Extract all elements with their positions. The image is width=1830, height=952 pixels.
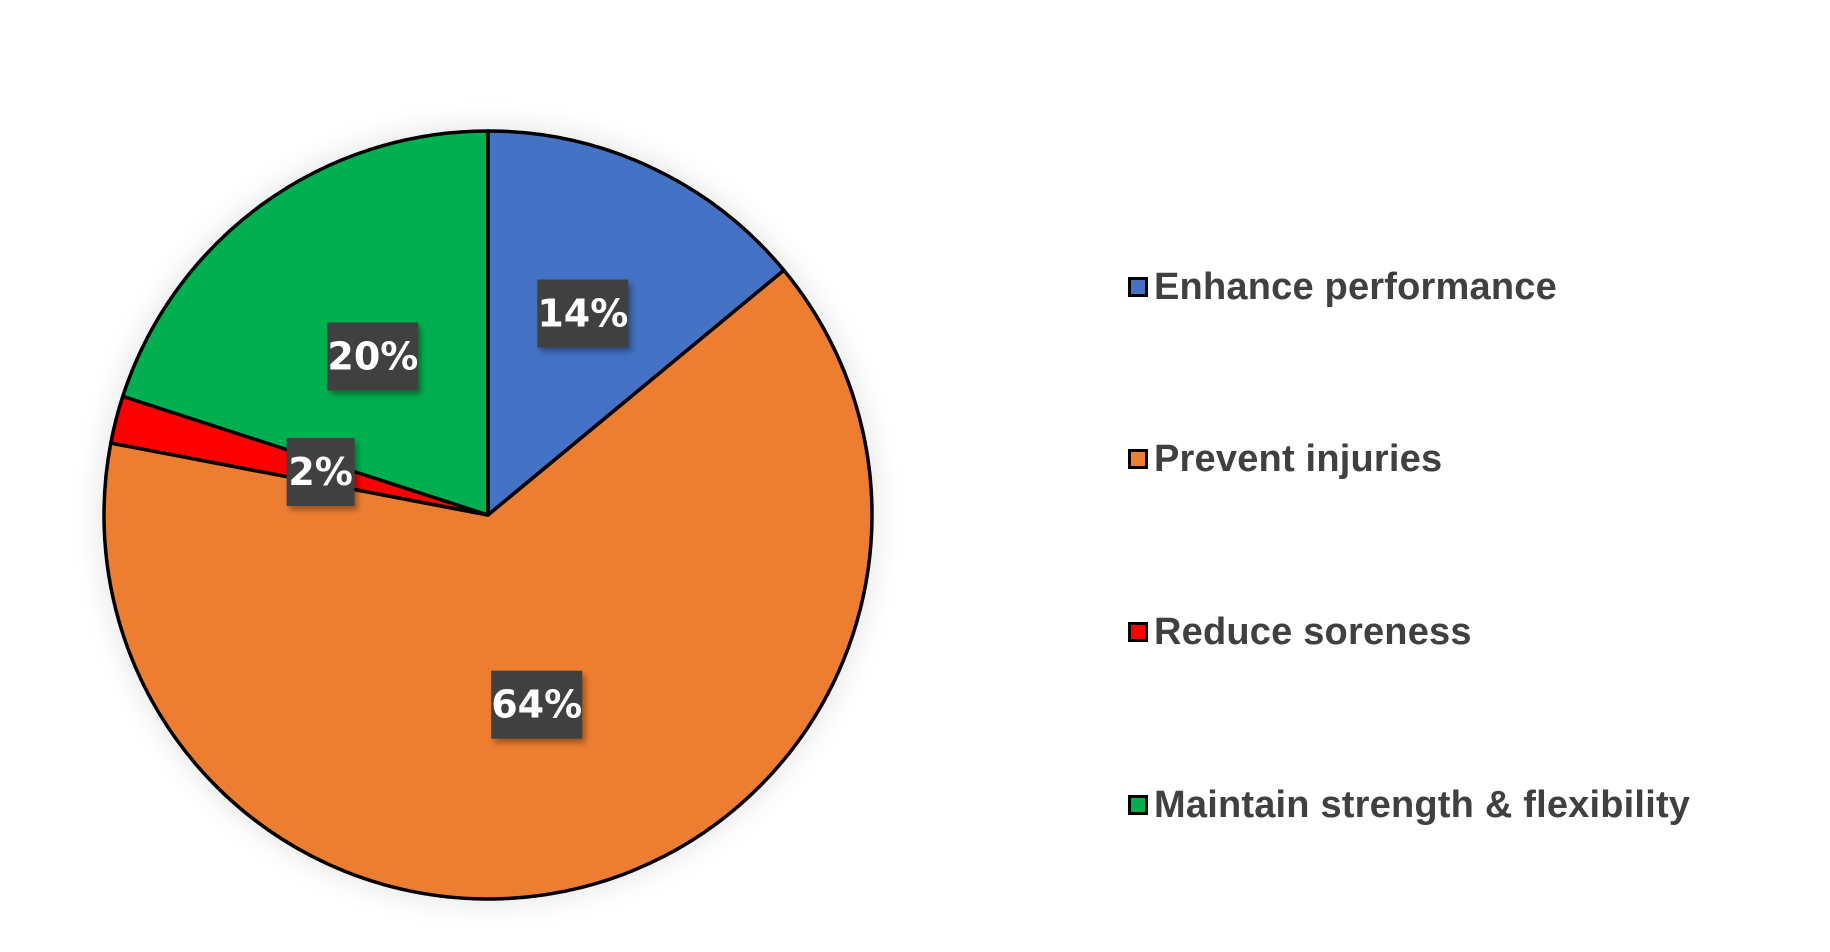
legend-label-maintain-strength-flexibility: Maintain strength & flexibility xyxy=(1154,783,1691,826)
data-label-text-prevent-injuries: 64% xyxy=(491,683,582,727)
data-label-box-maintain-strength-flexibility xyxy=(327,322,419,391)
legend-swatch-prevent-injuries xyxy=(1128,449,1148,469)
data-label-enhance-performance: 14% xyxy=(537,279,629,348)
legend-swatch-maintain-strength-flexibility xyxy=(1128,795,1148,815)
legend-label-enhance-performance: Enhance performance xyxy=(1154,265,1557,308)
pie-data-labels: 14% 64% 2% 20% xyxy=(286,279,629,739)
pie-slice-prevent-injuries xyxy=(102,268,874,901)
data-label-prevent-injuries: 64% xyxy=(491,670,583,739)
pie-slice-enhance-performance xyxy=(486,129,786,517)
data-label-text-maintain-strength-flexibility: 20% xyxy=(327,335,418,379)
legend-item-enhance-performance: Enhance performance xyxy=(1128,262,1557,312)
legend-item-prevent-injuries: Prevent injuries xyxy=(1128,434,1442,484)
data-label-reduce-soreness: 2% xyxy=(286,438,355,507)
pie-slices xyxy=(102,129,874,901)
pie-slice-maintain-strength-flexibility xyxy=(121,129,490,517)
data-label-text-reduce-soreness: 2% xyxy=(288,450,353,494)
legend-label-prevent-injuries: Prevent injuries xyxy=(1154,437,1443,480)
legend-item-reduce-soreness: Reduce soreness xyxy=(1128,607,1472,657)
legend-swatch-enhance-performance xyxy=(1128,277,1148,297)
data-label-box-reduce-soreness xyxy=(286,438,355,507)
data-label-box-enhance-performance xyxy=(537,279,629,348)
legend-swatch-reduce-soreness xyxy=(1128,622,1148,642)
legend-item-maintain-strength-flexibility: Maintain strength & flexibility xyxy=(1128,780,1690,830)
legend-label-reduce-soreness: Reduce soreness xyxy=(1154,610,1472,653)
data-label-box-prevent-injuries xyxy=(491,670,583,739)
data-label-maintain-strength-flexibility: 20% xyxy=(327,322,419,391)
data-label-text-enhance-performance: 14% xyxy=(537,291,628,335)
